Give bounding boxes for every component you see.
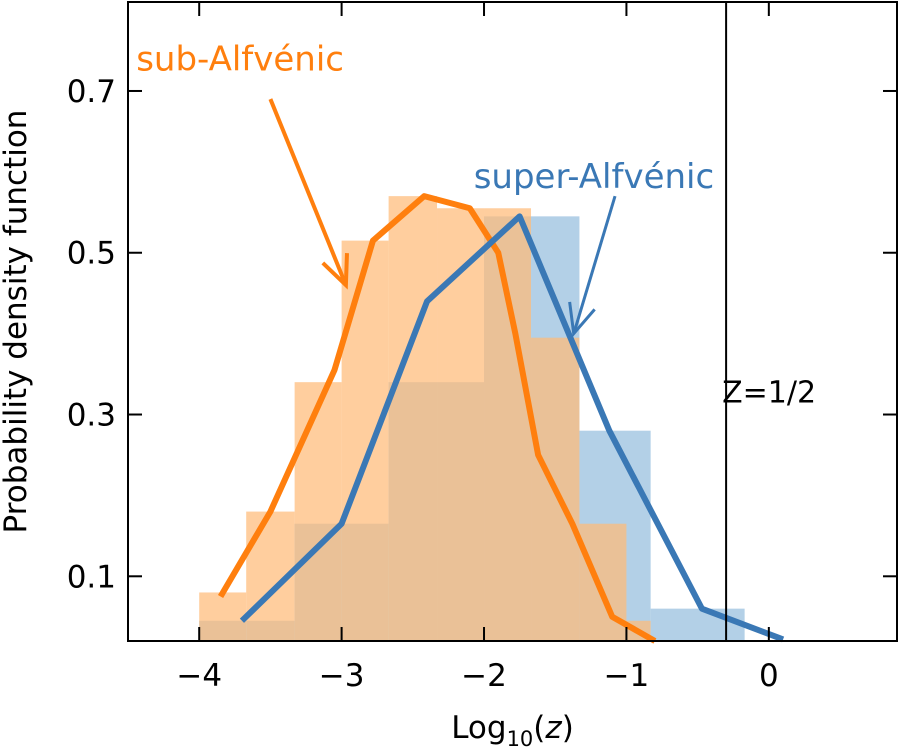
y-tick-label: 0.3	[67, 398, 116, 434]
sub-arrow-shaft	[268, 98, 348, 286]
x-axis-label: Log10(z)	[451, 710, 574, 747]
x-tick-label: −3	[319, 658, 365, 694]
tick-layer: −4 −3 −2 −1 0 0.1 0.3 0.5 0.7	[67, 2, 897, 694]
y-tick-label: 0.5	[67, 236, 116, 272]
sub-alfvenic-curve	[217, 193, 657, 644]
x-tick-label: −4	[176, 658, 222, 694]
sub-hist-bar-2	[294, 382, 342, 641]
reference-line-layer: Z=1/2	[722, 2, 816, 641]
super-alfvenic-label: super-Alfvénic	[474, 157, 714, 197]
x-tick-label: −1	[604, 658, 650, 694]
x-tick-label: 0	[759, 658, 779, 694]
plot-frame	[127, 1, 898, 642]
y-axis-label: Probability density function	[0, 110, 34, 534]
histogram-layer	[199, 196, 745, 642]
super-arrow-head	[568, 301, 596, 338]
sub-hist-bar-0	[199, 592, 247, 641]
sub-hist-bar-4	[388, 196, 438, 641]
sub-arrow-head	[321, 253, 349, 290]
sub-hist-bar-3	[341, 240, 389, 641]
super-arrow-shaft	[572, 195, 617, 335]
curve-layer	[217, 193, 785, 644]
super-hist-bar-9	[650, 608, 745, 641]
sub-hist-bar-5	[437, 208, 485, 641]
z-half-label: Z=1/2	[722, 375, 816, 410]
y-tick-label: 0.1	[67, 559, 116, 595]
y-tick-label: 0.7	[67, 74, 116, 110]
sub-alfvenic-label: sub-Alfvénic	[136, 40, 344, 80]
sub-hist-bar-6	[484, 208, 532, 641]
x-tick-label: −2	[461, 658, 507, 694]
annotation-layer: sub-Alfvénic super-Alfvénic	[136, 40, 714, 338]
super-alfvenic-curve	[239, 213, 785, 643]
